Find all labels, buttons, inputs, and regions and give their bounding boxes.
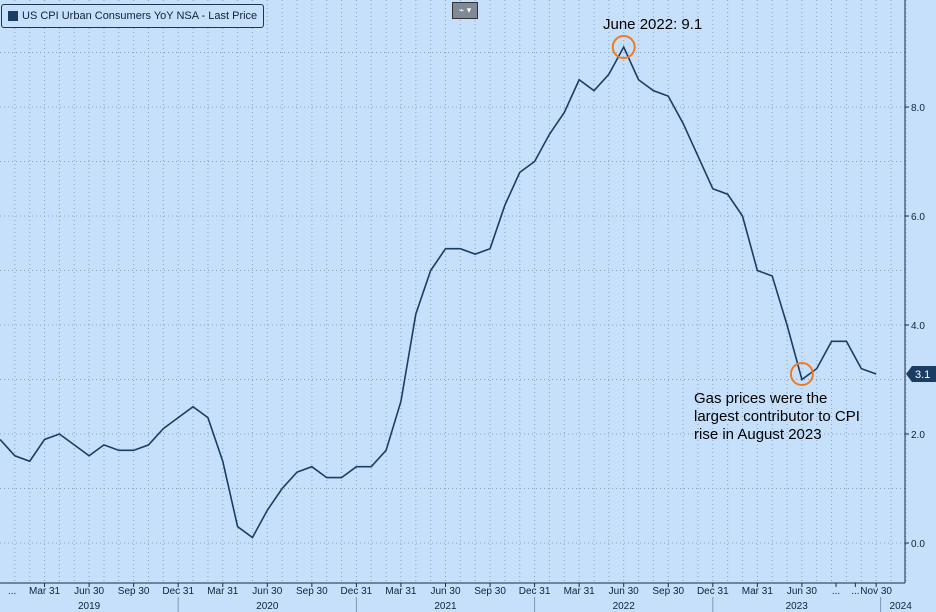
gas-annotation: Gas prices were the largest contributor … — [694, 390, 860, 443]
peak-annotation: June 2022: 9.1 — [603, 16, 703, 33]
x-tick-label: Sep 30 — [118, 586, 150, 597]
x-tick-label: Sep 30 — [296, 586, 328, 597]
year-label: 2020 — [256, 601, 279, 612]
legend-swatch — [8, 11, 18, 21]
x-tick-label: Jun 30 — [787, 586, 817, 597]
x-tick-label: Jun 30 — [252, 586, 282, 597]
y-tick-label: 4.0 — [911, 321, 925, 332]
x-tick-label: Mar 31 — [742, 586, 774, 597]
x-tick-label: Mar 31 — [207, 586, 239, 597]
year-label: 2024 — [890, 601, 913, 612]
year-label: 2021 — [434, 601, 457, 612]
x-tick-label: Jun 30 — [609, 586, 639, 597]
x-tick-label: Dec 31 — [519, 586, 551, 597]
x-tick-label: Mar 31 — [564, 586, 596, 597]
x-tick-label: Sep 30 — [474, 586, 506, 597]
x-tick-label: Dec 31 — [697, 586, 729, 597]
x-tick-label: ... — [851, 586, 859, 597]
y-tick-label: 0.0 — [911, 539, 925, 550]
year-label: 2022 — [613, 601, 636, 612]
year-label: 2019 — [78, 601, 101, 612]
x-tick-label: ... — [8, 586, 16, 597]
year-label: 2023 — [786, 601, 809, 612]
legend[interactable]: US CPI Urban Consumers YoY NSA - Last Pr… — [1, 4, 265, 28]
x-tick-label: Jun 30 — [74, 586, 104, 597]
x-tick-label: Mar 31 — [29, 586, 61, 597]
cpi-series-line — [0, 45, 877, 539]
y-tick-label: 2.0 — [911, 430, 925, 441]
y-tick-label: 6.0 — [911, 212, 925, 223]
peak-highlight-circle — [611, 35, 636, 60]
x-tick-label: Nov 30 — [860, 586, 892, 597]
legend-label: US CPI Urban Consumers YoY NSA - Last Pr… — [22, 10, 258, 22]
x-tick-label: Jun 30 — [430, 586, 460, 597]
x-tick-label: Dec 31 — [341, 586, 373, 597]
y-tick-label: 8.0 — [911, 103, 925, 114]
last-value-label: 3.1 — [915, 369, 930, 381]
low-highlight-circle — [789, 362, 814, 387]
chart-type-icon[interactable]: ⌁ ▾ — [452, 2, 478, 19]
x-tick-label: Sep 30 — [652, 586, 684, 597]
x-tick-label: ... — [832, 586, 840, 597]
last-value-tag — [906, 366, 936, 383]
x-tick-label: Mar 31 — [385, 586, 417, 597]
x-tick-label: Dec 31 — [162, 586, 194, 597]
